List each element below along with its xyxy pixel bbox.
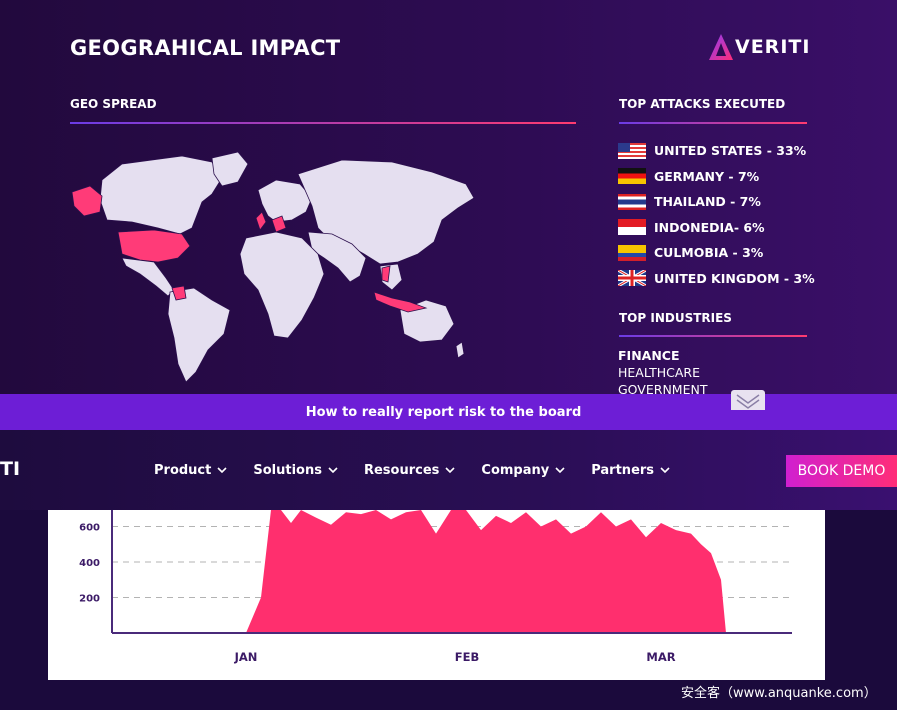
map-usa-highlight [117, 229, 191, 263]
world-map [71, 151, 475, 383]
y-tick-label: 600 [79, 523, 100, 534]
map-greenland [211, 151, 249, 187]
veriti-logo-icon [709, 34, 733, 60]
brand-name: VERITI [735, 36, 811, 58]
book-demo-button[interactable]: BOOK DEMO [786, 455, 897, 487]
colombia-flag-icon [618, 244, 646, 261]
industry-item: FINANCE [618, 348, 680, 363]
nav-item-label: Resources [363, 463, 440, 478]
us-flag-icon [618, 142, 646, 159]
list-item: UNITED STATES - 33% [618, 138, 815, 164]
attack-label: CULMOBIA - 3% [654, 245, 764, 261]
x-tick-label: MAR [646, 650, 675, 664]
nav-item-product[interactable]: Product [154, 463, 227, 478]
chevron-down-icon [328, 467, 338, 474]
collapse-tab[interactable] [731, 390, 765, 410]
top-attacks-list: UNITED STATES - 33% GERMANY - 7% THAILAN… [618, 138, 815, 291]
top-attacks-rule [619, 122, 807, 124]
germany-flag-icon [618, 168, 646, 185]
map-south-america [167, 287, 231, 383]
industry-item: GOVERNMENT [618, 382, 708, 397]
list-item: THAILAND - 7% [618, 189, 815, 215]
nav-item-label: Partners [591, 463, 655, 478]
chevron-down-icon [660, 467, 670, 474]
thailand-flag-icon [618, 193, 646, 210]
nav-item-solutions[interactable]: Solutions [253, 463, 338, 478]
map-uk-highlight [255, 211, 267, 231]
top-industries-list: FINANCE HEALTHCARE GOVERNMENT [618, 347, 707, 398]
map-indonesia-highlight [373, 291, 428, 313]
attack-label: THAILAND - 7% [654, 194, 761, 210]
attacks-area [246, 510, 726, 633]
attack-label: UNITED KINGDOM - 3% [654, 270, 815, 286]
map-new-zealand [455, 341, 465, 359]
nav-item-label: Solutions [253, 463, 322, 478]
watermark: 安全客（www.anquanke.com） [681, 686, 877, 701]
top-industries-heading: TOP INDUSTRIES [619, 311, 732, 325]
top-attacks-heading: TOP ATTACKS EXECUTED [619, 97, 786, 111]
x-tick-label: JAN [234, 650, 258, 664]
attack-label: UNITED STATES - 33% [654, 143, 807, 159]
veriti-logo: VERITI [709, 34, 810, 60]
chevron-down-icon [217, 467, 227, 474]
nav-logo[interactable]: TI [0, 458, 21, 480]
map-germany-highlight [271, 215, 287, 233]
nav-item-label: Product [154, 463, 212, 478]
y-tick-label: 200 [79, 594, 100, 605]
map-alaska-highlight [71, 185, 103, 217]
nav-item-label: Company [481, 463, 550, 478]
industry-item: HEALTHCARE [618, 365, 700, 380]
uk-flag-icon [618, 270, 646, 287]
announcement-banner[interactable]: How to really report risk to the board [0, 394, 897, 430]
nav-item-partners[interactable]: Partners [591, 463, 670, 478]
nav-item-company[interactable]: Company [481, 463, 565, 478]
nav-menu: Product Solutions Resources Company Part… [154, 463, 696, 478]
list-item: UNITED KINGDOM - 3% [618, 266, 815, 292]
map-africa [239, 231, 325, 339]
geo-spread-rule [70, 122, 576, 124]
nav-item-resources[interactable]: Resources [364, 463, 455, 478]
chevron-down-icon [555, 467, 565, 474]
list-item: CULMOBIA - 3% [618, 240, 815, 266]
attacks-area-chart: 200 400 600 JAN FEB MAR [79, 510, 792, 664]
banner-link[interactable]: How to really report risk to the board [305, 404, 582, 420]
map-canada [99, 155, 223, 235]
map-central-america [121, 257, 175, 297]
report-title: GEOGRAHICAL IMPACT [70, 36, 341, 60]
map-europe [257, 179, 313, 223]
attack-label: INDONEDIA- 6% [654, 219, 765, 235]
attacks-chart-panel: 200 400 600 JAN FEB MAR [48, 510, 825, 680]
map-thailand-highlight [381, 265, 391, 283]
attack-label: GERMANY - 7% [654, 168, 760, 184]
list-item: INDONEDIA- 6% [618, 215, 815, 241]
list-item: GERMANY - 7% [618, 164, 815, 190]
top-industries-rule [619, 335, 807, 337]
double-chevron-down-icon [736, 394, 760, 409]
map-colombia-highlight [171, 285, 187, 301]
y-tick-label: 400 [79, 558, 100, 569]
indonesia-flag-icon [618, 219, 646, 236]
geo-spread-heading: GEO SPREAD [70, 97, 157, 111]
x-tick-label: FEB [455, 650, 479, 664]
chevron-down-icon [445, 467, 455, 474]
